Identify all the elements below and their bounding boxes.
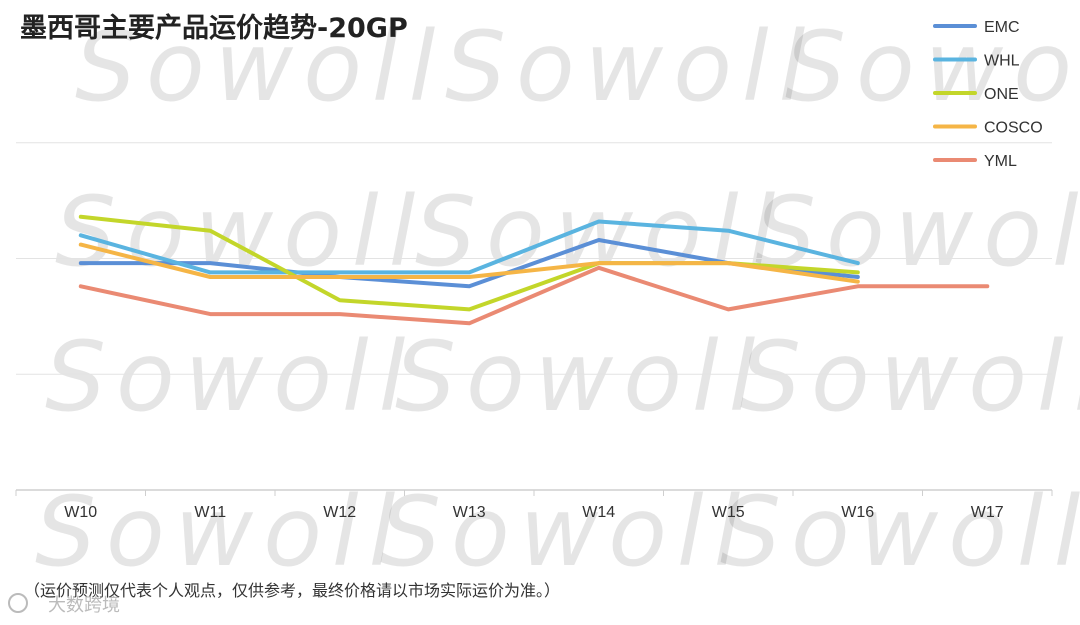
watermark: SowollSowollSowollSowollSowollSowollSowo… bbox=[35, 11, 1080, 588]
watermark-text: Sowoll bbox=[395, 321, 765, 433]
source-badge: 大数跨境 bbox=[8, 593, 120, 616]
legend-item-emc: EMC bbox=[933, 19, 1020, 36]
legend-label: EMC bbox=[984, 19, 1020, 36]
legend-item-cosco: COSCO bbox=[933, 120, 1043, 137]
watermark-text: Sowoll bbox=[445, 11, 815, 123]
x-tick-label: W15 bbox=[712, 504, 745, 521]
watermark-text: Sowoll bbox=[740, 321, 1080, 433]
watermark-text: Sowoll bbox=[380, 476, 750, 588]
chart-title: 墨西哥主要产品运价趋势-20GP bbox=[20, 13, 408, 44]
legend-item-yml: YML bbox=[933, 153, 1017, 170]
x-tick-label: W10 bbox=[64, 504, 97, 521]
footnote: （运价预测仅代表个人观点，仅供参考，最终价格请以市场实际运价为准。） bbox=[24, 581, 560, 600]
watermark-text: Sowoll bbox=[35, 476, 405, 588]
x-tick-label: W16 bbox=[841, 504, 874, 521]
x-tick-label: W12 bbox=[323, 504, 356, 521]
x-tick-label: W11 bbox=[194, 504, 226, 521]
watermark-text: Sowoll bbox=[55, 176, 425, 288]
x-tick-label: W14 bbox=[582, 504, 615, 521]
legend-label: YML bbox=[984, 153, 1017, 170]
series-line-cosco bbox=[78, 242, 860, 284]
legend: EMC WHL ONE COSCO YML bbox=[933, 19, 1043, 170]
x-axis: W10 W11 W12 W13 W14 W15 W16 W17 bbox=[15, 489, 1053, 521]
legend-label: ONE bbox=[984, 86, 1019, 103]
legend-label: WHL bbox=[984, 53, 1020, 70]
series-lines bbox=[78, 214, 990, 326]
x-tick-label: W17 bbox=[971, 504, 1004, 521]
series-line-whl bbox=[78, 219, 860, 275]
watermark-text: Sowoll bbox=[785, 11, 1080, 123]
series-line-yml bbox=[78, 265, 990, 326]
legend-item-one: ONE bbox=[933, 86, 1019, 103]
watermark-text: Sowoll bbox=[720, 476, 1080, 588]
x-tick-label: W13 bbox=[453, 504, 486, 521]
watermark-text: Sowoll bbox=[75, 11, 445, 123]
gridlines bbox=[16, 142, 1052, 375]
source-badge-text: 大数跨境 bbox=[48, 595, 120, 616]
source-logo-icon bbox=[8, 593, 28, 613]
legend-label: COSCO bbox=[984, 120, 1043, 137]
watermark-text: Sowoll bbox=[45, 321, 415, 433]
legend-item-whl: WHL bbox=[933, 53, 1020, 70]
